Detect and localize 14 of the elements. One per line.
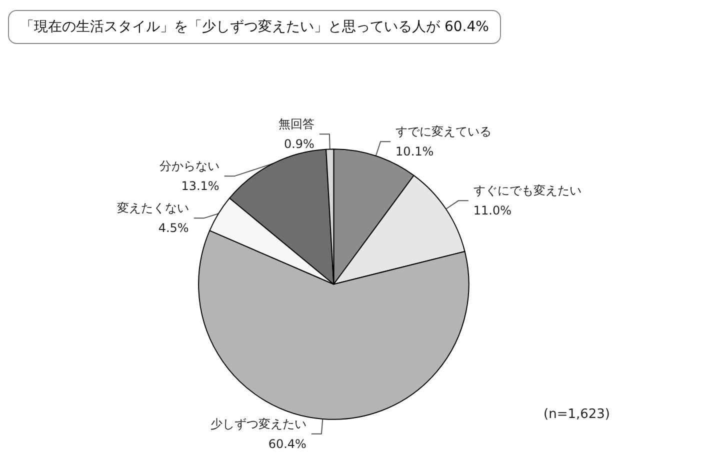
- data-label: 0.9%: [284, 137, 314, 152]
- slice-label: 変えたくない: [116, 201, 189, 216]
- data-label: 11.0%: [473, 204, 512, 218]
- text: (n=1,623): [544, 407, 610, 422]
- slice-label: すでに変えている: [396, 124, 492, 139]
- data-label: 10.1%: [396, 144, 434, 159]
- slice-label: すぐにでも変えたい: [473, 184, 582, 198]
- data-label: 60.4%: [268, 436, 306, 451]
- slice-label: 少しずつ変えたい: [210, 416, 306, 431]
- slice-label: 分からない: [159, 159, 220, 174]
- chart-title: 「現在の生活スタイル」を「少しずつ変えたい」と思っている人が 60.4%: [20, 19, 489, 35]
- slice-label: 無回答: [278, 117, 314, 132]
- data-label: 4.5%: [158, 221, 189, 236]
- data-label: 13.1%: [181, 179, 220, 194]
